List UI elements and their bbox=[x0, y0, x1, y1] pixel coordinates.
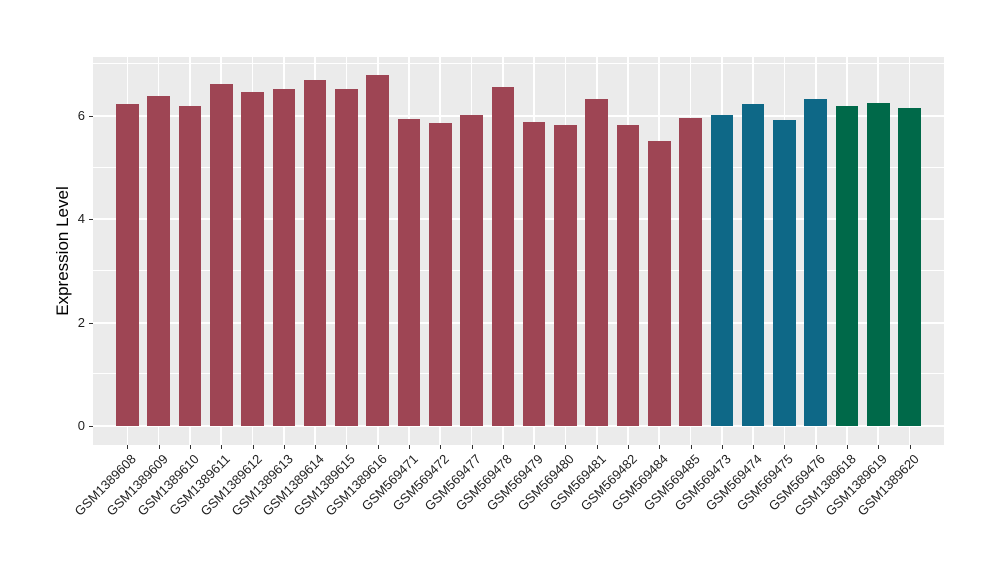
minor-gridline-y bbox=[93, 63, 944, 65]
y-tick-label: 0 bbox=[77, 418, 85, 433]
x-tick-mark bbox=[189, 445, 191, 449]
x-tick-mark bbox=[315, 445, 317, 449]
plot-panel bbox=[93, 57, 944, 445]
bar-GSM1389608 bbox=[116, 104, 139, 426]
major-gridline-y bbox=[93, 218, 944, 221]
x-tick-mark bbox=[565, 445, 567, 449]
bar-GSM569471 bbox=[397, 118, 421, 426]
x-tick-mark bbox=[878, 445, 880, 449]
y-tick-mark bbox=[89, 322, 93, 324]
x-tick-mark bbox=[596, 445, 598, 449]
bar-GSM569474 bbox=[741, 104, 765, 426]
x-tick-mark bbox=[659, 445, 661, 449]
x-tick-mark bbox=[221, 445, 223, 449]
bar-GSM569479 bbox=[522, 122, 546, 426]
x-tick-mark bbox=[721, 445, 723, 449]
y-tick-label: 2 bbox=[77, 314, 85, 330]
bar-GSM1389613 bbox=[272, 89, 296, 426]
bar-GSM1389611 bbox=[210, 84, 233, 426]
bar-GSM1389620 bbox=[898, 107, 921, 426]
minor-gridline-y bbox=[93, 166, 944, 168]
bar-GSM1389616 bbox=[366, 74, 389, 426]
x-tick-mark bbox=[815, 445, 817, 449]
y-tick-mark bbox=[89, 219, 93, 221]
x-tick-mark bbox=[847, 445, 848, 449]
bar-GSM1389619 bbox=[867, 102, 890, 426]
bar-GSM1389612 bbox=[241, 92, 264, 426]
x-tick-mark bbox=[690, 445, 692, 449]
bar-GSM1389615 bbox=[335, 89, 358, 426]
bar-GSM1389610 bbox=[178, 105, 202, 426]
x-tick-mark bbox=[502, 445, 504, 449]
x-tick-mark bbox=[471, 445, 473, 449]
bar-GSM569482 bbox=[616, 125, 640, 426]
x-tick-mark bbox=[628, 445, 629, 449]
y-tick-mark bbox=[89, 115, 93, 117]
x-tick-mark bbox=[346, 445, 348, 449]
bar-GSM569472 bbox=[429, 122, 452, 426]
minor-gridline-y bbox=[93, 373, 944, 375]
bar-GSM569475 bbox=[773, 120, 796, 426]
x-tick-mark bbox=[440, 445, 442, 449]
bar-GSM569480 bbox=[554, 125, 577, 426]
major-gridline-y bbox=[93, 114, 944, 117]
x-tick-mark bbox=[377, 445, 379, 449]
minor-gridline-y bbox=[93, 269, 944, 271]
bar-GSM1389609 bbox=[147, 96, 170, 426]
x-tick-mark bbox=[158, 445, 160, 449]
bar-GSM569477 bbox=[460, 114, 483, 426]
bar-GSM569473 bbox=[710, 114, 734, 426]
major-gridline-y bbox=[93, 321, 944, 324]
y-axis-title: Expression Level bbox=[53, 186, 72, 316]
major-gridline-y bbox=[93, 425, 944, 427]
x-tick-mark bbox=[753, 445, 755, 449]
x-tick-mark bbox=[283, 445, 285, 449]
x-tick-mark bbox=[408, 445, 410, 449]
x-tick-mark bbox=[784, 445, 786, 449]
x-tick-mark bbox=[127, 445, 129, 449]
x-tick-mark bbox=[534, 445, 536, 449]
bar-GSM569476 bbox=[804, 98, 827, 426]
x-tick-mark bbox=[909, 445, 911, 449]
bar-GSM569481 bbox=[585, 99, 608, 426]
y-tick-label: 6 bbox=[77, 107, 85, 123]
bar-GSM1389618 bbox=[835, 105, 859, 426]
y-tick-mark bbox=[89, 426, 93, 427]
bar-GSM569485 bbox=[679, 117, 702, 426]
bar-GSM569478 bbox=[491, 86, 515, 426]
x-tick-mark bbox=[252, 445, 254, 449]
bar-GSM569484 bbox=[648, 141, 671, 426]
y-tick-label: 4 bbox=[77, 211, 85, 227]
bar-GSM1389614 bbox=[303, 80, 327, 426]
